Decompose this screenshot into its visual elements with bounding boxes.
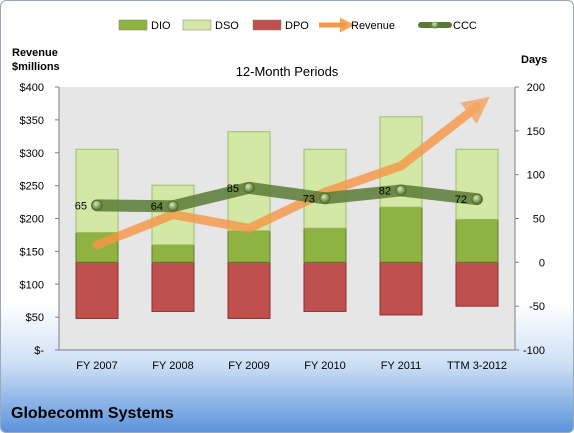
lines-layer: 65 64 85 73 82 72 <box>75 96 490 250</box>
ccc-point <box>91 199 103 211</box>
left-axis-tick-label: $250 <box>20 181 44 193</box>
bar-dio <box>227 230 271 263</box>
ccc-point <box>471 193 483 205</box>
right-axis-tick-label: -50 <box>529 301 545 313</box>
x-axis-tick-label: FY 2011 <box>381 360 422 372</box>
legend-swatch <box>182 19 212 31</box>
right-axis-tick-label: 150 <box>527 126 545 138</box>
x-axis-tick-label: FY 2010 <box>304 360 345 372</box>
chart-title: 12-Month Periods <box>236 64 339 79</box>
left-axis-tick-label: $- <box>34 345 44 357</box>
legend: DIO DSO DPO Revenue CCC <box>118 17 477 33</box>
right-axis-tick-label: 200 <box>527 82 545 94</box>
legend-ccc-dot-icon <box>431 21 439 29</box>
bar-dio <box>303 227 347 263</box>
revenue-line <box>92 96 490 250</box>
left-axis-tick-label: $50 <box>26 312 44 324</box>
x-axis-tick-label: FY 2008 <box>152 360 193 372</box>
ccc-line <box>91 181 483 213</box>
ccc-data-label: 85 <box>227 183 239 195</box>
right-axis-tick-label: -100 <box>523 345 545 357</box>
bar-dpo <box>227 261 271 319</box>
bar-dio <box>379 206 423 263</box>
left-axis-tick-label: $300 <box>20 148 44 160</box>
bar-dso <box>75 148 119 234</box>
ccc-data-label: 64 <box>151 201 163 213</box>
right-axis-label: Days <box>521 54 547 66</box>
right-axis-tick-label: 100 <box>527 170 545 182</box>
company-name: Globecomm Systems <box>11 405 174 422</box>
legend-label: DSO <box>215 20 239 32</box>
x-axis-tick-label: TTM 3-2012 <box>447 360 507 372</box>
bars-layer <box>75 116 499 319</box>
bar-dso <box>455 148 499 220</box>
bar-dpo <box>151 261 195 312</box>
ccc-point <box>167 200 179 212</box>
legend-label: DIO <box>151 20 171 32</box>
ccc-point <box>395 185 407 196</box>
left-axis-tick-label: $100 <box>20 279 44 291</box>
right-axis-tick-label: 0 <box>539 257 545 269</box>
left-axis-label-line-1: Revenue <box>12 47 58 59</box>
ccc-data-label: 72 <box>455 194 467 206</box>
bar-dio <box>151 244 195 263</box>
ccc-point <box>243 182 255 194</box>
bar-dpo <box>379 261 423 316</box>
legend-swatch <box>252 19 282 31</box>
legend-label: Revenue <box>351 20 395 32</box>
right-axis-tick-label: 50 <box>533 214 545 226</box>
left-axis-tick-label: $150 <box>20 246 44 258</box>
legend-label: CCC <box>453 20 477 32</box>
ccc-point <box>319 192 331 204</box>
left-axis-tick-label: $350 <box>20 115 44 127</box>
bar-dpo <box>75 261 119 319</box>
axes-layer: $- $50 $100 $150 $200 $250 $300 $350 $400 -100 -50… <box>20 82 545 372</box>
bar-dpo <box>455 261 499 307</box>
ccc-data-label: 65 <box>75 200 87 212</box>
x-axis-tick-label: FY 2009 <box>228 360 269 372</box>
bar-dio <box>455 218 499 263</box>
left-axis-label-line-2: $millions <box>12 61 60 73</box>
bar-dpo <box>303 261 347 312</box>
left-axis-tick-label: $400 <box>20 82 44 94</box>
left-axis-tick-label: $200 <box>20 214 44 226</box>
x-axis-tick-label: FY 2007 <box>76 360 117 372</box>
legend-label: DPO <box>285 20 309 32</box>
ccc-data-label: 73 <box>303 193 315 205</box>
legend-swatch <box>118 19 148 31</box>
ccc-data-label: 82 <box>379 185 391 197</box>
bar-dso <box>227 131 271 232</box>
